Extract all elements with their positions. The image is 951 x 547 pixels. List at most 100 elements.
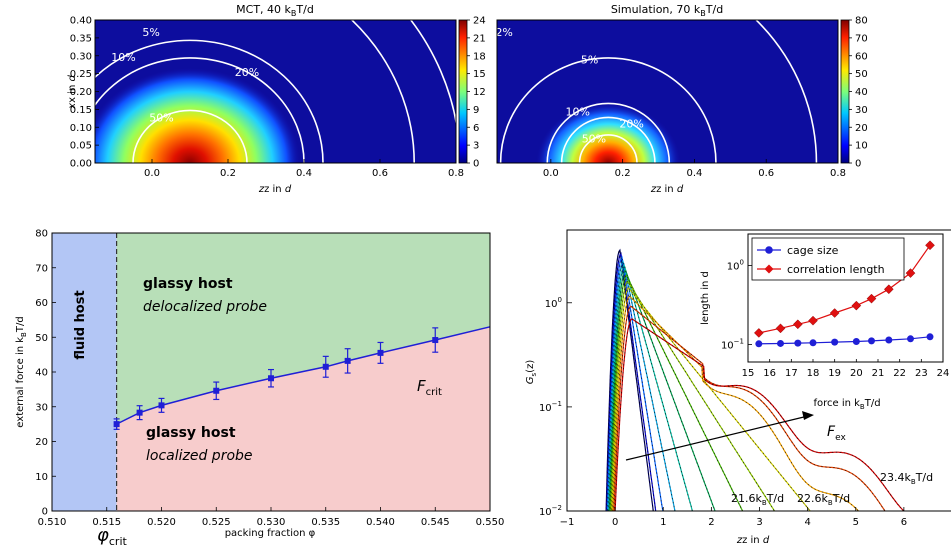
cage-size-point — [868, 337, 875, 345]
y-tick-label: 0.10 — [70, 123, 92, 134]
x-tick-label: 0.0 — [543, 168, 559, 179]
inset-xlabel: force in kBT/d — [813, 398, 880, 411]
y-tick-label: 0.35 — [70, 33, 92, 44]
y-tick-label: 20 — [35, 437, 48, 448]
data-point — [344, 357, 351, 364]
y-tick-label: 0.05 — [70, 141, 92, 152]
sim-axes: 0.0 0.2 0.4 0.6 0.8 — [543, 159, 846, 179]
contour-label: 5% — [581, 53, 598, 66]
contour-line — [754, 20, 818, 163]
colorbar-tick-label: 6 — [473, 123, 479, 134]
x-tick-label: 0.525 — [202, 517, 231, 528]
y-tick-label: 0.15 — [70, 105, 92, 116]
inset-legend: cage size correlation length — [751, 237, 905, 281]
colorbar-tick-label: 18 — [473, 51, 486, 62]
phi-crit-label: φcrit — [97, 525, 128, 547]
inset-y-tick-label: 10−1 — [721, 337, 744, 351]
gs-fit-curve — [612, 295, 859, 511]
gs-fit-curve — [606, 252, 657, 511]
colorbar-tick-label: 24 — [473, 16, 486, 27]
cage-size-point — [885, 336, 893, 344]
y-tick-label: 40 — [35, 368, 48, 379]
y-tick-label: 0 — [42, 507, 48, 518]
inset-x-tick-label: 18 — [807, 368, 820, 379]
contour-line — [95, 39, 324, 163]
gs-fit-curve — [609, 275, 743, 511]
contour-line — [132, 109, 248, 163]
contour-label: 5% — [142, 26, 159, 39]
y-tick-label: 50 — [35, 333, 48, 344]
x-tick-label: 0.4 — [296, 168, 312, 179]
data-point — [377, 349, 384, 356]
contour-line — [95, 57, 305, 163]
phase-diagram-panel: 0.510 0.515 0.520 0.525 0.530 0.535 0.540 0.545… — [15, 229, 504, 547]
data-point — [322, 363, 329, 370]
fluid-host-label: fluid host — [73, 290, 88, 359]
curve-label-22-6: 22.6kBT/d — [797, 492, 850, 507]
y-tick-label: 0.25 — [70, 69, 92, 80]
inset-x-tick-label: 17 — [785, 368, 798, 379]
contour-line — [350, 20, 415, 163]
x-tick-label: 0 — [612, 517, 618, 528]
inset-x-tick-label: 16 — [763, 368, 776, 379]
fcrit-curve — [113, 326, 491, 430]
curve-label-21-6: 21.6kBT/d — [731, 492, 784, 507]
contour-line — [560, 116, 656, 163]
inset-x-tick-label: 23 — [915, 368, 928, 379]
gs-ylabel: Gs(z) — [525, 360, 538, 385]
x-tick-label: 0.520 — [147, 517, 176, 528]
sim-contour-labels: 2% 5% 10% 20% 50% — [495, 26, 643, 146]
x-tick-label: 5 — [853, 517, 859, 528]
y-tick-label: 0.00 — [70, 159, 92, 170]
correlation-length-point — [775, 323, 786, 334]
x-tick-label: 0.540 — [366, 517, 395, 528]
colorbar-tick-label: 21 — [473, 33, 486, 44]
fcrit-line — [116, 326, 491, 425]
cage-size-point — [809, 339, 817, 347]
localized-probe-label: localized probe — [146, 448, 253, 464]
mct-title: MCT, 40 kBT/d — [236, 3, 314, 18]
contour-line — [409, 20, 456, 127]
x-tick-label: 0.4 — [686, 168, 702, 179]
x-tick-label: 3 — [756, 517, 762, 528]
fcrit-label: Fcrit — [417, 377, 442, 398]
phase-ylabel: external force in kBT/d — [15, 316, 28, 427]
gs-axes: −1 0 1 2 3 4 5 6 10−2 10−1 100 — [539, 296, 907, 528]
x-tick-label: 4 — [804, 517, 810, 528]
y-tick-label: 10−2 — [539, 504, 562, 518]
y-tick-label: 60 — [35, 298, 48, 309]
inset-legend-box — [751, 237, 905, 281]
localized-region — [116, 326, 490, 511]
x-tick-label: 0.0 — [144, 168, 160, 179]
colorbar-tick-label: 70 — [855, 33, 868, 44]
svg-text:length in d: length in d — [700, 271, 711, 325]
colorbar-tick-label: 0 — [473, 159, 479, 170]
x-tick-label: 1 — [660, 517, 666, 528]
colorbar-tick-label: 50 — [855, 69, 868, 80]
colorbar-tick-label: 9 — [473, 105, 479, 116]
y-tick-label: 0.20 — [70, 87, 92, 98]
colorbar-tick-label: 30 — [855, 105, 868, 116]
correlation-length-point — [792, 319, 803, 330]
sim-colorbar — [840, 19, 850, 164]
mct-colorbar-ticks: 0 3 6 9 12 15 18 21 24 — [467, 16, 486, 170]
x-tick-label: 2 — [708, 517, 714, 528]
inset-axes: 15 16 17 18 19 20 21 22 23 24 10−1 100 — [721, 258, 949, 379]
glassy-host-bottom-label: glassy host — [146, 425, 236, 441]
y-tick-label: 0.40 — [70, 16, 92, 27]
fex-label: Fex — [827, 424, 846, 443]
correlation-length-point — [883, 284, 894, 295]
mct-heatmap-panel: MCT, 40 kBT/d 2% 5% 10% 20% 50% 0.0 0.2 0.4 0.6… — [46, 3, 486, 195]
mct-contours — [95, 20, 456, 163]
inset-x-tick-label: 19 — [828, 368, 841, 379]
mct-colorbar — [458, 19, 468, 164]
y-tick-label: 30 — [35, 402, 48, 413]
x-tick-label: 0.2 — [220, 168, 236, 179]
inset-series — [753, 240, 935, 348]
colorbar-tick-label: 20 — [855, 123, 868, 134]
inset-series-line — [758, 336, 931, 345]
contour-label: 10% — [111, 51, 135, 64]
delocalized-region — [116, 233, 490, 425]
cage-size-point — [794, 339, 802, 347]
